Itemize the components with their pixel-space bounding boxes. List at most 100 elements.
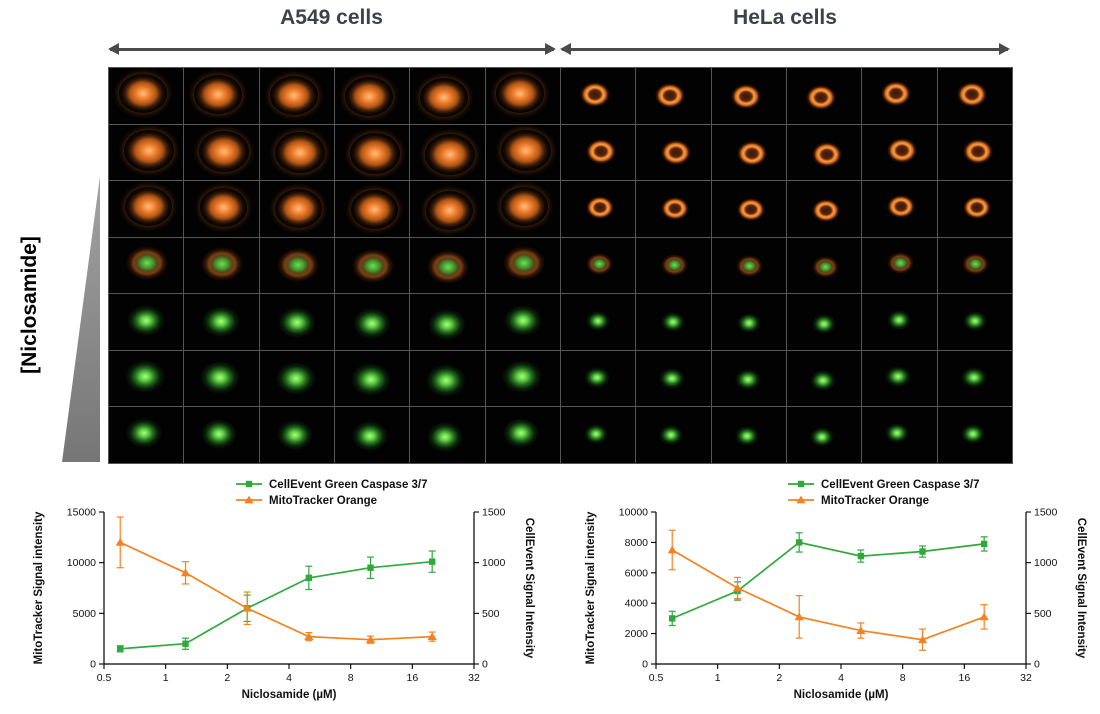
triangle-marker bbox=[115, 538, 125, 546]
spheroid-green-blob bbox=[277, 306, 316, 338]
spheroid-image bbox=[184, 68, 259, 124]
spheroid-orange-blob bbox=[806, 85, 837, 111]
x-tick-label: 2 bbox=[224, 672, 230, 684]
spheroid-orange-blob bbox=[350, 132, 401, 174]
right-y-axis-label: CellEvent Signal Intensity bbox=[523, 518, 535, 659]
spheroid-mixed-blob bbox=[736, 255, 764, 278]
spheroid-green-blob bbox=[661, 312, 686, 333]
triangle-marker bbox=[304, 632, 314, 641]
spheroid-mixed-blob bbox=[962, 253, 990, 276]
spheroid-image bbox=[259, 407, 334, 463]
x-tick-label: 16 bbox=[406, 672, 418, 684]
left-y-axis-label: MitoTracker Signal intensity bbox=[33, 511, 45, 664]
x-tick-label: 4 bbox=[286, 672, 292, 684]
triangle-marker bbox=[979, 612, 989, 621]
spheroid-orange-blob bbox=[124, 187, 172, 227]
spheroid-orange-blob bbox=[586, 138, 617, 164]
spheroid-image bbox=[485, 68, 560, 124]
spheroid-image bbox=[335, 181, 410, 237]
spheroid-green-blob bbox=[502, 418, 539, 449]
chart-hela: 0.5 1 2 4 8 16 32 0 2000 4000 6000 8000 10000 0 500 100… bbox=[578, 472, 1090, 712]
spheroid-image bbox=[711, 407, 786, 463]
x-axis-label: Niclosamide (µM) bbox=[794, 689, 889, 701]
spheroid-green-blob bbox=[810, 427, 835, 448]
legend-square-marker bbox=[797, 480, 805, 488]
x-tick-label: 8 bbox=[348, 672, 354, 684]
spheroid-image bbox=[410, 407, 485, 463]
spheroid-image bbox=[711, 350, 786, 407]
right-y-axis-label: CellEvent Signal Intensity bbox=[1075, 518, 1087, 659]
spheroid-image bbox=[410, 237, 485, 294]
spheroid-image bbox=[109, 350, 184, 407]
x-tick-label: 16 bbox=[958, 672, 970, 684]
hela-span-arrow bbox=[560, 43, 1010, 55]
spheroid-orange-blob bbox=[887, 195, 916, 219]
spheroid-image bbox=[787, 68, 862, 124]
left-y-tick-label: 6000 bbox=[625, 567, 649, 579]
spheroid-green-blob bbox=[125, 360, 166, 394]
left-y-tick-label: 8000 bbox=[625, 537, 649, 549]
spheroid-mixed-blob bbox=[886, 252, 914, 275]
spheroid-orange-blob bbox=[274, 131, 325, 173]
left-y-tick-label: 4000 bbox=[625, 598, 649, 610]
spheroid-green-blob bbox=[200, 361, 241, 395]
chart-svg: 0.5 1 2 4 8 16 32050001000015000050010001500Mi… bbox=[33, 479, 535, 701]
spheroid-green-blob bbox=[276, 420, 313, 451]
spheroid-mixed-blob bbox=[811, 256, 839, 279]
right-y-tick-label: 0 bbox=[1034, 659, 1040, 671]
spheroid-image bbox=[561, 294, 636, 350]
triangle-marker bbox=[427, 632, 437, 641]
spheroid-image bbox=[787, 407, 862, 463]
spheroid-image bbox=[711, 68, 786, 124]
spheroid-orange-blob bbox=[500, 129, 551, 171]
spheroid-mixed-blob bbox=[201, 247, 244, 282]
a549-span-arrow bbox=[108, 43, 556, 55]
axes: 0.5 1 2 4 8 16 3202000400060008000100000500100… bbox=[619, 507, 1058, 685]
spheroid-image bbox=[184, 350, 259, 407]
left-y-tick-label: 2000 bbox=[625, 628, 649, 640]
spheroid-image bbox=[485, 294, 560, 350]
spheroid-green-blob bbox=[201, 419, 238, 450]
spheroid-image bbox=[109, 124, 184, 181]
spheroid-green-blob bbox=[202, 305, 241, 337]
spheroid-mixed-blob bbox=[276, 248, 319, 283]
spheroid-image bbox=[259, 124, 334, 181]
spheroid-image bbox=[561, 237, 636, 294]
spheroid-green-blob bbox=[960, 424, 985, 445]
x-tick-label: 1 bbox=[163, 672, 169, 684]
spheroid-image bbox=[636, 68, 711, 124]
square-marker bbox=[305, 574, 313, 582]
spheroid-image bbox=[937, 68, 1012, 124]
square-marker bbox=[919, 548, 926, 555]
spheroid-green-blob bbox=[584, 367, 611, 389]
spheroid-orange-blob bbox=[586, 196, 615, 220]
x-tick-label: 32 bbox=[1020, 672, 1032, 684]
spheroid-image bbox=[862, 294, 937, 350]
spheroid-image bbox=[259, 68, 334, 124]
square-marker bbox=[182, 640, 189, 647]
spheroid-image bbox=[787, 294, 862, 350]
spheroid-green-blob bbox=[659, 425, 684, 446]
spheroid-image bbox=[636, 407, 711, 463]
spheroid-image bbox=[109, 407, 184, 463]
spheroid-orange-blob bbox=[962, 138, 993, 164]
spheroid-image bbox=[711, 237, 786, 294]
triangle-marker bbox=[365, 635, 376, 644]
square-marker bbox=[980, 540, 988, 548]
triangle-marker bbox=[794, 612, 804, 621]
spheroid-image bbox=[410, 68, 485, 124]
series-line bbox=[671, 549, 985, 641]
spheroid-image bbox=[335, 350, 410, 407]
spheroid-orange-blob bbox=[119, 74, 168, 114]
spheroid-image bbox=[259, 181, 334, 237]
spheroid-orange-blob bbox=[425, 133, 476, 175]
chart-svg: 0.5 1 2 4 8 16 3202000400060008000100000500100… bbox=[585, 479, 1087, 701]
spheroid-orange-blob bbox=[345, 77, 394, 117]
spheroid-image bbox=[561, 68, 636, 124]
spheroid-green-blob bbox=[127, 304, 166, 336]
triangle-marker bbox=[180, 568, 191, 577]
square-marker bbox=[367, 564, 374, 571]
spheroid-orange-blob bbox=[661, 139, 692, 165]
